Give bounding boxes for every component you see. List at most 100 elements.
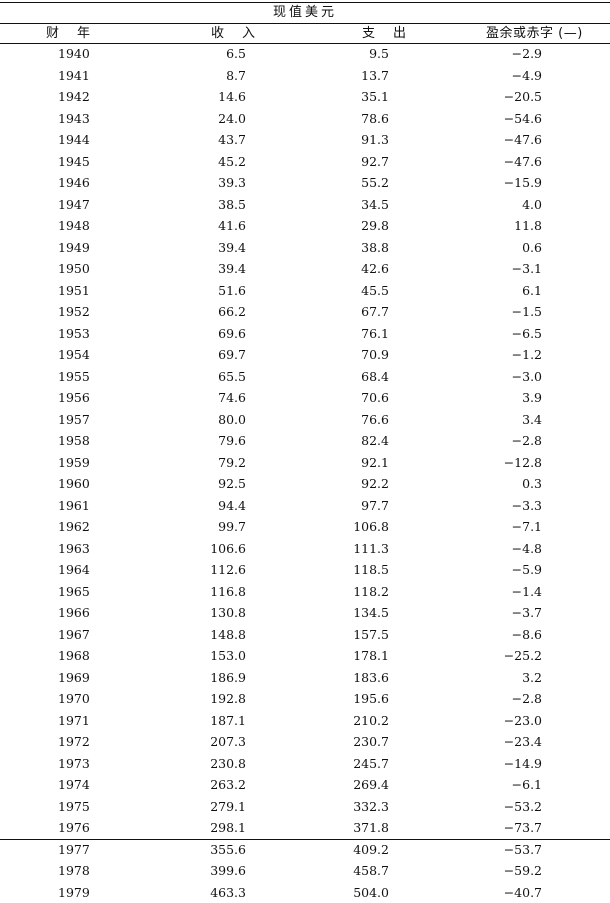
cell-expenditure: 183.6	[353, 667, 389, 689]
bottom-rule	[0, 839, 610, 840]
cell-revenue: 230.8	[210, 753, 246, 775]
cell-year: 1944	[58, 129, 90, 151]
cell-revenue: 41.6	[218, 215, 246, 237]
cell-year: 1941	[58, 65, 90, 87]
cell-expenditure: 35.1	[361, 86, 389, 108]
cell-expenditure: 70.9	[361, 344, 389, 366]
cell-balance: −47.6	[504, 151, 542, 173]
cell-year: 1950	[58, 258, 90, 280]
cell-expenditure: 97.7	[361, 495, 389, 517]
cell-balance: −2.8	[512, 688, 542, 710]
cell-revenue: 24.0	[218, 108, 246, 130]
cell-expenditure: 458.7	[353, 860, 389, 882]
cell-expenditure: 82.4	[361, 430, 389, 452]
cell-expenditure: 76.6	[361, 409, 389, 431]
cell-expenditure: 45.5	[361, 280, 389, 302]
cell-balance: −4.9	[512, 65, 542, 87]
cell-revenue: 99.7	[218, 516, 246, 538]
cell-revenue: 130.8	[210, 602, 246, 624]
cell-balance: −7.1	[512, 516, 542, 538]
cell-balance: −2.9	[512, 43, 542, 65]
cell-revenue: 51.6	[218, 280, 246, 302]
cell-revenue: 69.7	[218, 344, 246, 366]
cell-year: 1954	[58, 344, 90, 366]
cell-revenue: 298.1	[210, 817, 246, 839]
cell-balance: 3.4	[522, 409, 542, 431]
cell-balance: −25.2	[504, 645, 542, 667]
cell-year: 1958	[58, 430, 90, 452]
cell-year: 1971	[58, 710, 90, 732]
cell-balance: −4.8	[512, 538, 542, 560]
cell-balance: −20.5	[504, 86, 542, 108]
cell-revenue: 263.2	[210, 774, 246, 796]
cell-revenue: 116.8	[210, 581, 246, 603]
cell-revenue: 148.8	[210, 624, 246, 646]
cell-revenue: 74.6	[218, 387, 246, 409]
cell-balance: −54.6	[504, 108, 542, 130]
header-expenditure: 支出	[362, 24, 424, 43]
cell-year: 1951	[58, 280, 90, 302]
cell-balance: 11.8	[514, 215, 542, 237]
cell-year: 1952	[58, 301, 90, 323]
cell-year: 1948	[58, 215, 90, 237]
cell-revenue: 79.6	[218, 430, 246, 452]
cell-expenditure: 92.1	[361, 452, 389, 474]
cell-revenue: 279.1	[210, 796, 246, 818]
cell-year: 1945	[58, 151, 90, 173]
header-balance: 盈余或赤字 (—)	[486, 24, 583, 43]
cell-year: 1974	[58, 774, 90, 796]
cell-expenditure: 34.5	[361, 194, 389, 216]
top-rule	[0, 2, 610, 3]
cell-revenue: 6.5	[226, 43, 246, 65]
cell-revenue: 65.5	[218, 366, 246, 388]
cell-expenditure: 245.7	[353, 753, 389, 775]
cell-balance: 4.0	[522, 194, 542, 216]
cell-expenditure: 118.5	[353, 559, 389, 581]
cell-balance: 3.2	[522, 667, 542, 689]
cell-expenditure: 29.8	[361, 215, 389, 237]
header-revenue: 收入	[211, 24, 273, 43]
cell-balance: −59.2	[504, 860, 542, 882]
cell-revenue: 66.2	[218, 301, 246, 323]
cell-balance: −2.8	[512, 430, 542, 452]
cell-expenditure: 76.1	[361, 323, 389, 345]
cell-year: 1979	[58, 882, 90, 903]
cell-expenditure: 210.2	[353, 710, 389, 732]
cell-revenue: 153.0	[210, 645, 246, 667]
cell-balance: 6.1	[522, 280, 542, 302]
cell-expenditure: 118.2	[353, 581, 389, 603]
cell-revenue: 45.2	[218, 151, 246, 173]
cell-expenditure: 195.6	[353, 688, 389, 710]
cell-balance: 0.3	[522, 473, 542, 495]
cell-revenue: 38.5	[218, 194, 246, 216]
cell-expenditure: 92.2	[361, 473, 389, 495]
cell-balance: −3.1	[512, 258, 542, 280]
cell-expenditure: 230.7	[353, 731, 389, 753]
cell-balance: −14.9	[504, 753, 542, 775]
cell-revenue: 112.6	[210, 559, 246, 581]
cell-expenditure: 13.7	[361, 65, 389, 87]
cell-balance: 3.9	[522, 387, 542, 409]
cell-balance: −5.9	[512, 559, 542, 581]
cell-year: 1961	[58, 495, 90, 517]
cell-expenditure: 504.0	[353, 882, 389, 903]
cell-expenditure: 9.5	[369, 43, 389, 65]
cell-balance: −15.9	[504, 172, 542, 194]
cell-expenditure: 38.8	[361, 237, 389, 259]
cell-year: 1976	[58, 817, 90, 839]
